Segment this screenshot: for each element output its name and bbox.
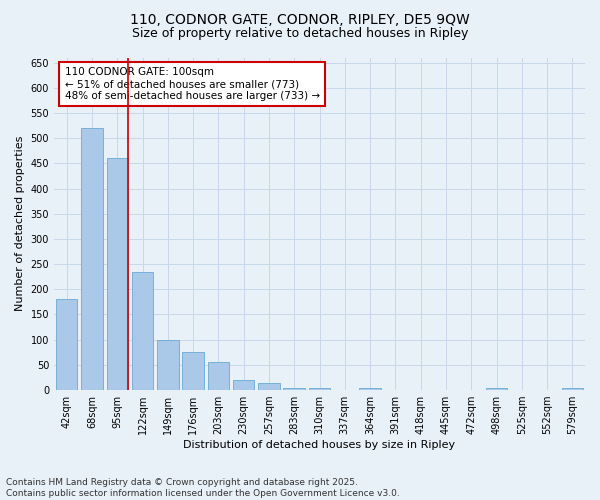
Text: 110 CODNOR GATE: 100sqm
← 51% of detached houses are smaller (773)
48% of semi-d: 110 CODNOR GATE: 100sqm ← 51% of detache… — [65, 68, 320, 100]
Bar — [107, 158, 128, 390]
Bar — [309, 388, 330, 390]
Bar — [359, 388, 381, 390]
Text: Contains HM Land Registry data © Crown copyright and database right 2025.
Contai: Contains HM Land Registry data © Crown c… — [6, 478, 400, 498]
Text: 110, CODNOR GATE, CODNOR, RIPLEY, DE5 9QW: 110, CODNOR GATE, CODNOR, RIPLEY, DE5 9Q… — [130, 12, 470, 26]
Bar — [562, 388, 583, 390]
Bar — [208, 362, 229, 390]
Bar — [81, 128, 103, 390]
Bar — [233, 380, 254, 390]
X-axis label: Distribution of detached houses by size in Ripley: Distribution of detached houses by size … — [184, 440, 455, 450]
Bar — [56, 300, 77, 390]
Y-axis label: Number of detached properties: Number of detached properties — [15, 136, 25, 312]
Text: Size of property relative to detached houses in Ripley: Size of property relative to detached ho… — [132, 28, 468, 40]
Bar — [182, 352, 204, 390]
Bar — [283, 388, 305, 390]
Bar — [157, 340, 179, 390]
Bar — [258, 382, 280, 390]
Bar — [486, 388, 507, 390]
Bar — [132, 272, 153, 390]
